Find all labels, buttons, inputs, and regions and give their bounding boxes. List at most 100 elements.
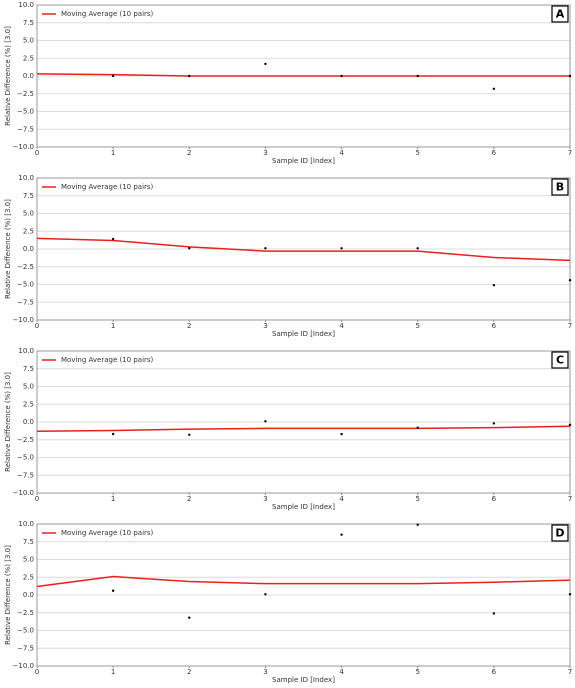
chart-panel: 10.0 7.5 5.0 2.5 0.0 −2.5 −5.0 −7.5 −10.00 1 2 3 4 5 6…: [4, 520, 572, 684]
panel-label: D: [555, 527, 564, 540]
y-tick-label: −5.0: [17, 108, 34, 116]
x-tick-label: 6: [492, 668, 497, 676]
data-point: [492, 87, 496, 90]
y-tick-label: 7.5: [23, 365, 34, 373]
moving-average-line: [36, 575, 571, 588]
y-tick-label: 7.5: [23, 538, 34, 546]
x-tick-label: 3: [263, 495, 267, 503]
x-tick-label: 7: [568, 495, 572, 503]
data-point: [568, 74, 572, 78]
y-tick-label: 2.5: [23, 227, 34, 235]
x-tick-label: 6: [492, 322, 497, 330]
y-tick-label: 2.5: [23, 573, 34, 581]
data-point: [340, 432, 343, 436]
x-tick-label: 2: [187, 495, 191, 503]
x-tick-label: 6: [492, 495, 497, 503]
y-tick-label: 5.0: [23, 383, 34, 391]
x-axis-label: Sample ID [Index]: [272, 157, 335, 165]
data-point: [416, 74, 419, 78]
x-tick-label: 0: [35, 495, 39, 503]
y-tick-label: −7.5: [17, 471, 34, 479]
y-tick-label: 2.5: [23, 54, 34, 62]
y-tick-label: 5.0: [23, 37, 34, 45]
data-point: [416, 523, 419, 526]
data-point: [264, 62, 267, 66]
panel-label-box: [551, 178, 569, 196]
x-tick-label: 0: [35, 668, 39, 676]
y-tick-label: −2.5: [17, 90, 34, 98]
x-tick-label: 2: [187, 668, 191, 676]
x-tick-label: 1: [111, 322, 115, 330]
x-tick-label: 0: [35, 322, 39, 330]
y-tick-label: 0.0: [23, 591, 34, 599]
y-axis-label: Relative Difference (%) [3.0]: [4, 26, 12, 126]
chart-panel: 10.0 7.5 5.0 2.5 0.0 −2.5 −5.0 −7.5 −10.00 1 2 3 4 5 6…: [4, 347, 572, 511]
x-tick-label: 0: [35, 149, 39, 157]
data-point: [111, 74, 115, 78]
panel-label-box: [551, 351, 569, 369]
data-point: [492, 422, 496, 425]
x-tick-label: 3: [263, 668, 267, 676]
data-point: [568, 423, 572, 427]
y-tick-label: −5.0: [17, 281, 34, 289]
data-point: [340, 247, 343, 250]
chart-panel: 10.0 7.5 5.0 2.5 0.0 −2.5 −5.0 −7.5 −10.00 1 2 3 4 5 6…: [4, 1, 572, 165]
data-point: [340, 533, 343, 536]
y-tick-label: 2.5: [23, 400, 34, 408]
y-tick-label: −10.0: [13, 143, 34, 151]
y-tick-label: −10.0: [13, 316, 34, 324]
x-tick-label: 2: [187, 149, 191, 157]
legend-label: Moving Average (10 pairs): [61, 10, 154, 18]
legend-label: Moving Average (10 pairs): [61, 183, 154, 191]
x-axis-label: Sample ID [Index]: [272, 676, 335, 684]
x-tick-label: 3: [263, 149, 267, 157]
x-tick-label: 5: [415, 322, 419, 330]
data-point: [264, 593, 267, 596]
x-tick-label: 3: [263, 322, 267, 330]
y-tick-label: −5.0: [17, 454, 34, 462]
y-tick-label: 7.5: [23, 192, 34, 200]
data-point: [416, 426, 419, 429]
x-tick-label: 1: [111, 495, 115, 503]
plot-frame: [36, 177, 571, 321]
x-tick-label: 6: [492, 149, 497, 157]
y-tick-label: 10.0: [18, 1, 34, 9]
x-tick-label: 7: [568, 322, 572, 330]
y-axis-label: Relative Difference (%) [3.0]: [4, 545, 12, 645]
data-point: [568, 279, 572, 282]
y-tick-label: 0.0: [23, 72, 34, 80]
chart-panel: 10.0 7.5 5.0 2.5 0.0 −2.5 −5.0 −7.5 −10.00 1 2 3 4 5 6…: [4, 174, 572, 338]
y-tick-label: −2.5: [17, 263, 34, 271]
y-tick-label: 10.0: [18, 347, 34, 355]
legend-label: Moving Average (10 pairs): [61, 529, 154, 537]
moving-average-line: [36, 425, 571, 432]
y-tick-label: 5.0: [23, 556, 34, 564]
data-point: [416, 247, 419, 250]
y-tick-label: −7.5: [17, 644, 34, 652]
data-point: [111, 589, 115, 592]
x-tick-label: 5: [415, 149, 419, 157]
x-axis-label: Sample ID [Index]: [272, 330, 335, 338]
moving-average-line: [36, 237, 571, 262]
y-tick-label: 0.0: [23, 418, 34, 426]
x-tick-label: 7: [568, 149, 572, 157]
y-tick-label: 7.5: [23, 19, 34, 27]
x-tick-label: 1: [111, 149, 115, 157]
x-tick-label: 7: [568, 668, 572, 676]
data-point: [264, 420, 267, 423]
data-point: [492, 612, 496, 615]
y-tick-label: 0.0: [23, 245, 34, 253]
x-tick-label: 5: [415, 495, 419, 503]
plot-frame: [36, 350, 571, 494]
panel-label: A: [556, 8, 565, 21]
y-tick-label: −7.5: [17, 298, 34, 306]
panel-label: B: [556, 181, 564, 194]
data-point: [568, 593, 572, 596]
y-tick-label: −5.0: [17, 627, 34, 635]
legend-label: Moving Average (10 pairs): [61, 356, 154, 364]
data-point: [188, 74, 191, 78]
x-tick-label: 1: [111, 668, 115, 676]
y-tick-label: −7.5: [17, 125, 34, 133]
panel-label-box: [551, 524, 569, 542]
